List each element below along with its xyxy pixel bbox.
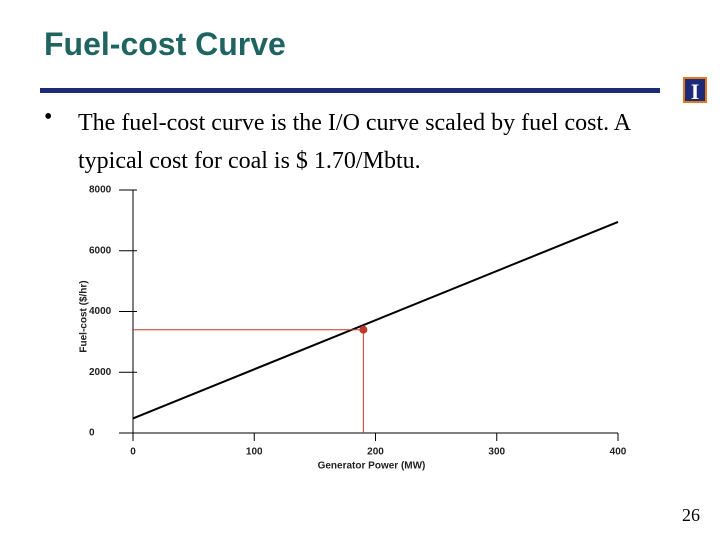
- y-axis-label: Fuel-cost ($/hr): [79, 280, 90, 352]
- x-axis-label: Generator Power (MW): [318, 461, 426, 472]
- x-tick-label: 100: [246, 447, 263, 458]
- bullet-dot: •: [44, 104, 53, 130]
- y-tick-label: 2000: [89, 367, 112, 378]
- logo: I: [683, 77, 707, 104]
- page-number: 26: [682, 505, 700, 525]
- y-tick-label: 4000: [89, 306, 112, 317]
- slide-title: Fuel-cost Curve: [44, 26, 286, 62]
- x-tick-label: 400: [610, 447, 627, 458]
- point: [359, 325, 368, 334]
- title-rule: [40, 88, 660, 93]
- y-tick-label: 8000: [89, 185, 112, 196]
- x-tick-label: 0: [130, 447, 136, 458]
- x-tick-label: 200: [367, 447, 384, 458]
- bullet-text: The fuel-cost curve is the I/O curve sca…: [78, 110, 630, 174]
- line: [132, 220, 619, 420]
- y-tick-label: 6000: [89, 245, 112, 256]
- x-tick-label: 300: [488, 447, 505, 458]
- y-tick-label: 0: [89, 428, 95, 439]
